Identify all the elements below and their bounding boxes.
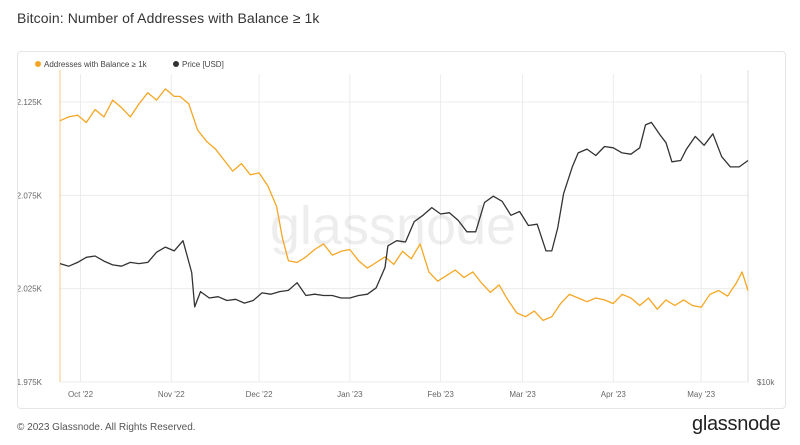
grid — [60, 74, 748, 383]
chart-svg: glassnode 2.125K 2.075K 2.025K 1.975K $10k Oc… — [17, 60, 776, 399]
y-tick-label: 2.075K — [18, 191, 43, 200]
x-tick-label: Nov '22 — [158, 390, 185, 399]
chart-title: Bitcoin: Number of Addresses with Balanc… — [17, 10, 320, 26]
y-tick-label: 2.025K — [18, 285, 43, 294]
x-tick-label: Feb '23 — [427, 390, 454, 399]
x-tick-label: Dec '22 — [246, 390, 273, 399]
glassnode-logo: glassnode — [692, 413, 781, 435]
legend[interactable]: Addresses with Balance ≥ 1k Price [USD] — [35, 60, 224, 69]
x-tick-label: Apr '23 — [601, 390, 627, 399]
y-tick-label: 1.975K — [18, 378, 43, 387]
x-tick-label: May '23 — [687, 390, 715, 399]
y-tick-label: 2.125K — [18, 98, 43, 107]
price-line — [59, 121, 749, 308]
legend-label: Price [USD] — [182, 60, 224, 69]
x-tick-label: Oct '22 — [68, 390, 94, 399]
series — [59, 88, 749, 322]
x-tick-label: Jan '23 — [337, 390, 363, 399]
watermark-text: glassnode — [270, 196, 516, 256]
axes: 2.125K 2.075K 2.025K 1.975K $10k Oct '22 Nov '… — [17, 70, 775, 399]
legend-marker — [173, 61, 179, 67]
chart-card: glassnode 2.125K 2.075K 2.025K 1.975K $10k Oc… — [17, 51, 786, 409]
addresses-line — [59, 88, 749, 322]
legend-label: Addresses with Balance ≥ 1k — [44, 60, 148, 69]
legend-marker — [35, 61, 41, 67]
footer-copyright: © 2023 Glassnode. All Rights Reserved. — [17, 422, 196, 433]
y-right-tick-label: $10k — [757, 378, 775, 387]
x-tick-label: Mar '23 — [509, 390, 536, 399]
